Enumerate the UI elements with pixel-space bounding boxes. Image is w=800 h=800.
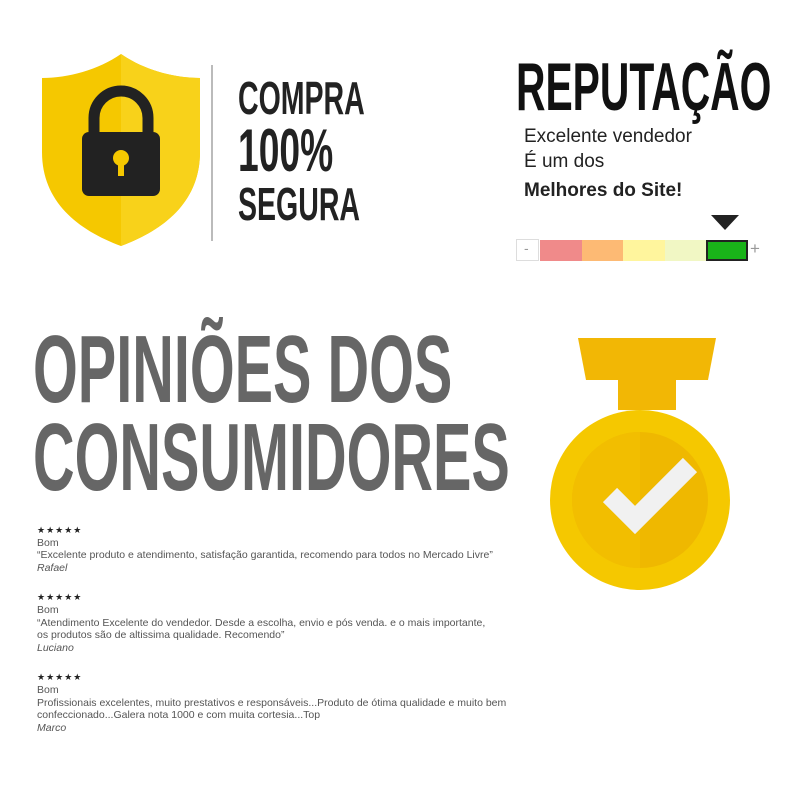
star-rating: ★★★★★ [37, 592, 83, 603]
review-rating: Bom [37, 603, 59, 616]
scale-level-3 [623, 240, 665, 261]
review-author: Rafael [37, 561, 68, 574]
review: ★★★★★ Bom “Excelente produto e atendimen… [37, 524, 537, 574]
secure-purchase-text: COMPRA 100% SEGURA [238, 74, 365, 228]
reputation-line3: Melhores do Site! [524, 180, 683, 201]
review-rating: Bom [37, 536, 59, 549]
review-text: “Excelente produto e atendimento, satisf… [37, 549, 493, 562]
reputation-line1: Excelente vendedor [524, 126, 692, 147]
check-medal-icon [550, 338, 730, 590]
scale-level-4 [664, 240, 706, 261]
scale-level-5 [706, 240, 748, 261]
star-rating: ★★★★★ [37, 525, 83, 535]
scale-min: - [524, 240, 529, 256]
reviews-list: ★★★★★ Bom “Excelente produto e atendimen… [37, 524, 537, 751]
opinions-title: OPINIÕES DOS CONSUMIDORES [33, 316, 510, 511]
divider [211, 65, 213, 241]
review-rating: Bom [37, 683, 59, 696]
review: ★★★★★ Bom Profissionais excelentes, muit… [37, 671, 537, 734]
reputation-line2: É um dos [524, 151, 605, 172]
scale-max: + [750, 239, 760, 258]
review-author: Marco [37, 721, 67, 734]
review-text: “Atendimento Excelente do vendedor. Desd… [37, 616, 486, 642]
secure-line: 100% [238, 117, 334, 184]
scale-level-2 [581, 240, 623, 261]
secure-line: COMPRA [238, 72, 365, 124]
scale-level-1 [540, 240, 582, 261]
level-pointer-icon [711, 215, 739, 230]
shield-lock-icon [42, 54, 200, 246]
opinions-title-line: OPINIÕES DOS [33, 316, 453, 423]
review: ★★★★★ Bom “Atendimento Excelente do vend… [37, 591, 537, 654]
review-author: Luciano [37, 641, 74, 654]
review-text: Profissionais excelentes, muito prestati… [37, 696, 507, 722]
secure-line: SEGURA [238, 178, 361, 230]
star-rating: ★★★★★ [37, 672, 83, 683]
scale-min-box [516, 239, 539, 261]
opinions-title-line: CONSUMIDORES [33, 404, 510, 511]
reputation-title: REPUTAÇÃO [516, 49, 772, 125]
